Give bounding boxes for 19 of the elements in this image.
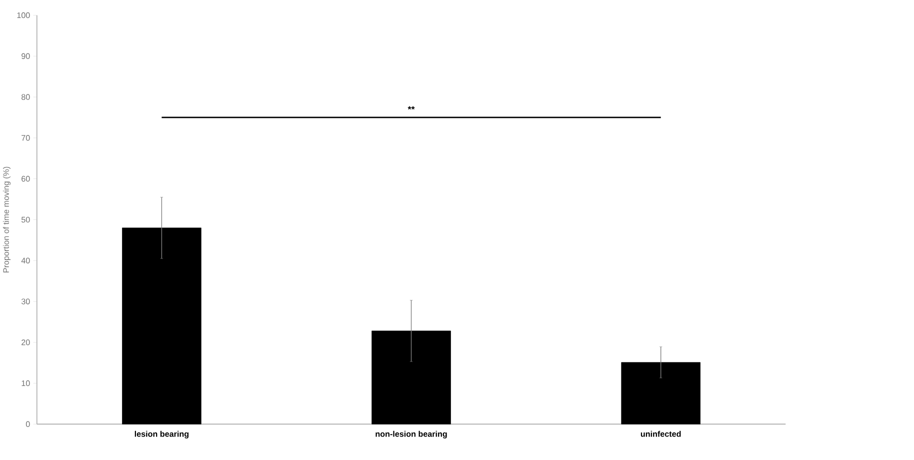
y-axis-title: Proportion of time moving (%) — [2, 166, 11, 272]
y-tick-label: 40 — [21, 258, 30, 264]
bar — [621, 362, 700, 424]
bar — [122, 228, 202, 424]
bar — [372, 330, 451, 424]
y-tick-label: 50 — [21, 216, 30, 223]
y-tick-label: 10 — [22, 380, 30, 386]
annotation: ** — [408, 106, 415, 110]
y-tick-label: 90 — [22, 53, 30, 59]
y-tick-label: 20 — [22, 339, 30, 346]
x-tick-label: non-lesion bearing — [376, 430, 447, 438]
x-tick-label: lesion bearing — [134, 430, 188, 438]
y-tick-label: 80 — [22, 94, 30, 100]
y-tick-label: 30 — [21, 298, 30, 304]
y-tick-label: 60 — [22, 176, 30, 182]
y-tick-label: 100 — [17, 12, 30, 18]
x-tick-label: uninfected — [640, 430, 681, 437]
y-tick-label: 0 — [26, 421, 30, 427]
y-tick-label: 70 — [22, 135, 30, 141]
